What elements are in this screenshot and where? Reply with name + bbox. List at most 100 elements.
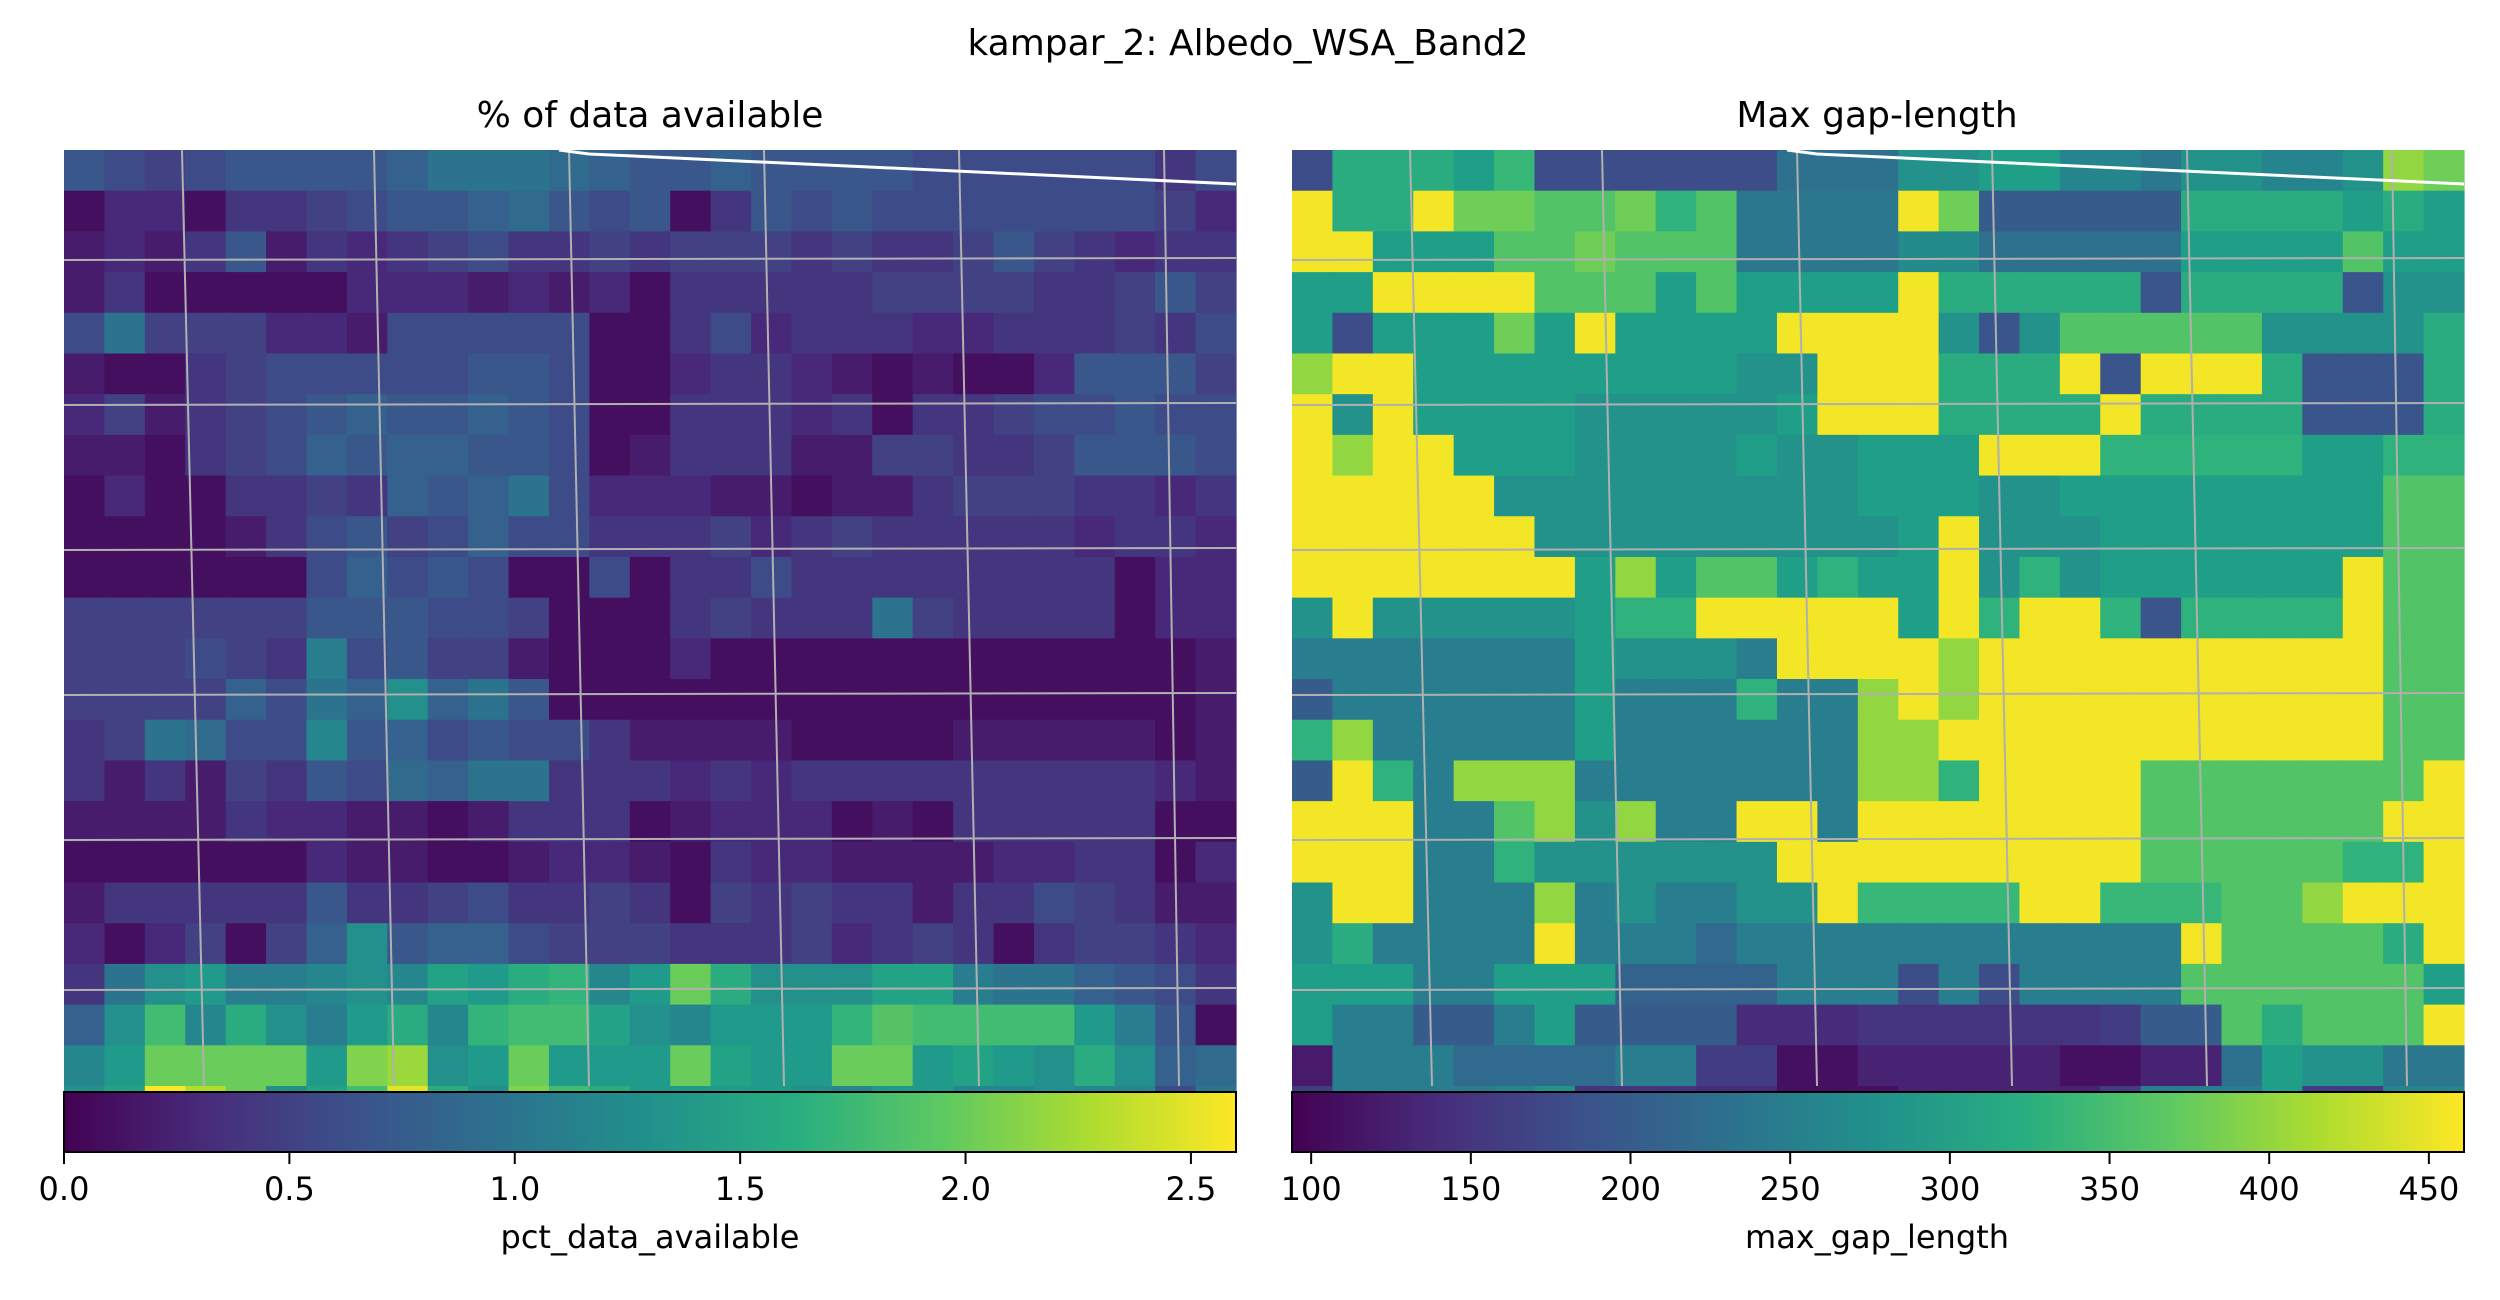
heatmap-cell [2302, 679, 2344, 721]
heatmap-cell [468, 638, 510, 680]
colorbar: 0.0 0.5 1.0 1.5 2.0 2.5 pct_data_available [39, 1091, 1237, 1256]
heatmap-cell [2181, 353, 2223, 395]
heatmap-cell [306, 1004, 348, 1046]
heatmap-cell [266, 150, 308, 192]
heatmap-cell [266, 923, 308, 965]
heatmap-cell [1857, 353, 1899, 395]
heatmap-cell [953, 923, 995, 965]
heatmap-cell [2019, 963, 2061, 1006]
heatmap-cell [468, 190, 510, 232]
heatmap-cell [468, 1045, 510, 1087]
heatmap-cell [1195, 312, 1237, 355]
heatmap-cell [225, 516, 267, 558]
heatmap-cell [912, 760, 954, 802]
heatmap-cell [2221, 556, 2263, 599]
heatmap-cell [2423, 841, 2465, 884]
heatmap-cell [1817, 353, 1859, 395]
heatmap-cell [1817, 923, 1859, 965]
heatmap-cell [1857, 190, 1899, 232]
heatmap-cell [1033, 516, 1075, 558]
heatmap-cell [1776, 923, 1818, 965]
heatmap-cell [1736, 150, 1778, 192]
heatmap-cell [64, 963, 106, 1006]
heatmap-cell [710, 841, 752, 884]
heatmap-cell [1155, 556, 1197, 599]
heatmap-cell [1696, 638, 1738, 680]
heatmap-cell [64, 150, 106, 192]
heatmap-cell [1453, 353, 1495, 395]
heatmap-cell [831, 841, 873, 884]
heatmap-cell [2302, 963, 2344, 1006]
heatmap-cell [2181, 1045, 2223, 1087]
heatmap-cell [1114, 597, 1156, 639]
heatmap-cell [1615, 434, 1657, 477]
heatmap-cell [670, 272, 712, 314]
heatmap-cell [346, 190, 388, 232]
heatmap-cell [427, 475, 469, 517]
heatmap-cell [2261, 719, 2303, 762]
heatmap-cell [2342, 434, 2384, 477]
heatmap-cell [548, 1004, 590, 1046]
heatmap-cell [1696, 719, 1738, 762]
heatmap-cell [2423, 1004, 2465, 1046]
heatmap-cell [791, 679, 833, 721]
heatmap-cell [831, 679, 873, 721]
heatmap-cell [346, 801, 388, 843]
heatmap-cell [468, 923, 510, 965]
heatmap-cell [751, 556, 793, 599]
heatmap-cell [710, 231, 752, 273]
heatmap-cell [1372, 923, 1414, 965]
heatmap-cell [1574, 1045, 1616, 1087]
heatmap-cell [2140, 638, 2182, 680]
heatmap-cell [1033, 556, 1075, 599]
heatmap-cell [1033, 963, 1075, 1006]
heatmap-cell [144, 923, 186, 965]
heatmap-cell [1195, 638, 1237, 680]
heatmap-cell [1655, 394, 1697, 436]
heatmap-cell [2221, 516, 2263, 558]
heatmap-cell [346, 719, 388, 762]
heatmap-cell [225, 394, 267, 436]
heatmap-cell [791, 353, 833, 395]
heatmap-cell [2059, 272, 2101, 314]
heatmap-cell [2221, 231, 2263, 273]
heatmap-cell [1979, 719, 2021, 762]
heatmap-cell [1898, 353, 1940, 395]
heatmap-cell [1413, 1045, 1455, 1087]
heatmap-cell [2100, 963, 2142, 1006]
heatmap-cell [1574, 231, 1616, 273]
heatmap-cell [2140, 841, 2182, 884]
heatmap-cell [225, 841, 267, 884]
heatmap-cell [1938, 150, 1980, 192]
heatmap-cell [791, 597, 833, 639]
heatmap-cell [387, 841, 429, 884]
heatmap-cell [1655, 1004, 1697, 1046]
heatmap-cell [185, 801, 227, 843]
heatmap-cell [144, 1045, 186, 1087]
heatmap-cell [1736, 679, 1778, 721]
heatmap-cell [185, 1004, 227, 1046]
heatmap-cell [1898, 434, 1940, 477]
heatmap-cell [468, 312, 510, 355]
heatmap-cell [1898, 516, 1940, 558]
heatmap-cell [589, 394, 631, 436]
heatmap-cell [589, 556, 631, 599]
heatmap-cell [993, 882, 1035, 924]
heatmap-cell [872, 801, 914, 843]
heatmap-cell [1979, 801, 2021, 843]
heatmap-cell [670, 516, 712, 558]
heatmap-cell [872, 760, 914, 802]
heatmap-cell [1033, 719, 1075, 762]
heatmap-cell [2423, 556, 2465, 599]
heatmap-cell [185, 882, 227, 924]
heatmap-cell [872, 312, 914, 355]
heatmap-cell [2019, 312, 2061, 355]
heatmap-cell [670, 556, 712, 599]
heatmap-cell [1817, 475, 1859, 517]
heatmap-cell [1372, 597, 1414, 639]
heatmap-cell [1195, 516, 1237, 558]
heatmap-cell [1938, 1004, 1980, 1046]
heatmap-cell [1332, 597, 1374, 639]
heatmap-cell [548, 963, 590, 1006]
heatmap-cell [993, 556, 1035, 599]
